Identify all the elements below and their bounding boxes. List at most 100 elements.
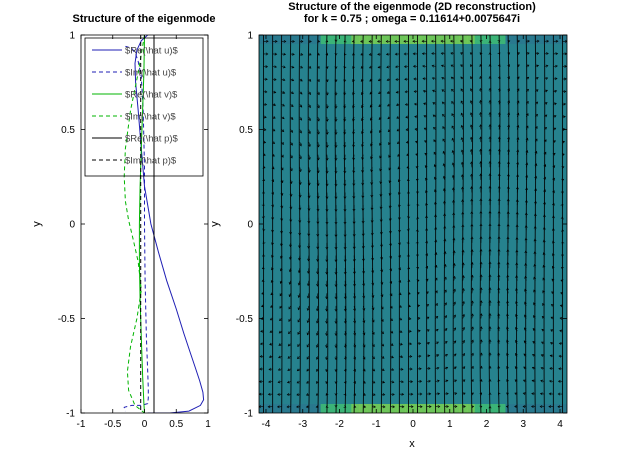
velocity-arrow: [316, 318, 319, 324]
edge-band-cell: [289, 35, 298, 44]
velocity-arrow-head: [380, 306, 384, 310]
velocity-arrow-head: [434, 226, 438, 230]
velocity-arrow-head: [297, 307, 301, 311]
velocity-arrow-head: [390, 355, 394, 359]
velocity-arrow-head: [298, 207, 302, 211]
velocity-arrow: [353, 343, 356, 348]
velocity-arrow-head: [315, 320, 319, 324]
velocity-arrow-head: [279, 293, 283, 297]
velocity-arrow-head: [267, 392, 271, 396]
velocity-arrow-head: [562, 140, 566, 144]
velocity-arrow-head: [352, 196, 356, 199]
velocity-arrow-head: [560, 191, 564, 195]
velocity-arrow-head: [352, 208, 356, 212]
velocity-arrow-head: [398, 267, 401, 271]
velocity-arrow-head: [353, 356, 356, 360]
velocity-arrow: [533, 277, 536, 281]
edge-band-cell: [289, 404, 298, 413]
velocity-arrow-head: [506, 274, 510, 278]
velocity-arrow-head: [444, 289, 447, 293]
velocity-arrow-head: [514, 405, 518, 409]
velocity-arrow-head: [401, 405, 405, 409]
velocity-arrow-head: [545, 64, 549, 68]
contour-line: [461, 35, 465, 413]
velocity-arrow-head: [561, 254, 565, 258]
velocity-arrow-head: [298, 232, 302, 236]
velocity-arrow: [386, 66, 391, 68]
velocity-arrow-head: [418, 342, 422, 346]
velocity-arrow-head: [353, 308, 356, 312]
edge-band-cell: [497, 404, 506, 413]
velocity-arrow-head: [317, 92, 320, 96]
velocity-arrow-head: [419, 379, 423, 383]
velocity-arrow-head: [453, 327, 456, 331]
velocity-arrow-head: [434, 189, 437, 193]
velocity-arrow-head: [398, 279, 402, 283]
velocity-arrow-head: [561, 241, 565, 245]
velocity-arrow-head: [334, 132, 338, 135]
velocity-arrow-head: [299, 91, 303, 95]
velocity-arrow-head: [414, 140, 418, 144]
velocity-arrow-head: [497, 236, 501, 239]
velocity-arrow: [299, 179, 301, 185]
velocity-arrow-head: [315, 332, 319, 336]
velocity-arrow-head: [406, 253, 410, 257]
velocity-arrow-head: [325, 79, 329, 83]
velocity-arrow: [498, 339, 500, 344]
velocity-arrow-head: [353, 368, 356, 372]
velocity-arrow-head: [425, 215, 429, 219]
velocity-arrow: [460, 100, 464, 105]
velocity-arrow-head: [307, 233, 311, 237]
velocity-arrow-head: [316, 271, 320, 275]
velocity-arrow-head: [479, 274, 483, 278]
velocity-arrow-head: [535, 113, 538, 117]
velocity-arrow-head: [421, 39, 425, 43]
velocity-arrow-head: [277, 392, 281, 396]
velocity-arrow-head: [273, 90, 277, 94]
velocity-arrow: [308, 129, 311, 134]
velocity-arrow-head: [544, 127, 547, 130]
velocity-arrow-head: [427, 341, 431, 345]
velocity-arrow-head: [380, 244, 383, 248]
velocity-arrow-head: [436, 367, 440, 370]
velocity-arrow-head: [460, 161, 464, 165]
velocity-arrow-head: [270, 279, 274, 283]
velocity-arrow-head: [417, 329, 421, 333]
velocity-arrow-head: [404, 102, 408, 106]
velocity-arrow-head: [334, 284, 338, 288]
velocity-arrow-head: [269, 342, 273, 346]
velocity-arrow-head: [352, 105, 355, 109]
velocity-arrow-head: [506, 313, 510, 317]
velocity-arrow-head: [479, 352, 483, 356]
velocity-arrow-head: [306, 356, 310, 360]
velocity-arrow: [507, 112, 510, 117]
velocity-arrow: [371, 192, 373, 198]
velocity-arrow-head: [279, 305, 283, 309]
velocity-arrow-head: [425, 253, 428, 257]
velocity-arrow-head: [325, 157, 329, 161]
velocity-arrow-head: [325, 345, 329, 349]
velocity-arrow: [316, 293, 319, 299]
velocity-arrow-head: [352, 65, 356, 69]
velocity-arrow: [535, 188, 537, 193]
velocity-arrow-head: [398, 292, 402, 296]
right-chart-subtitle: for k = 0.75 ; omega = 0.11614+0.0075647…: [304, 13, 520, 25]
velocity-arrow-head: [443, 225, 447, 229]
velocity-arrow-head: [479, 300, 483, 304]
velocity-arrow-head: [461, 262, 465, 266]
velocity-arrow-head: [524, 314, 527, 318]
velocity-arrow-head: [380, 269, 384, 273]
velocity-arrow-head: [361, 169, 365, 173]
velocity-arrow-head: [325, 320, 329, 324]
velocity-arrow-head: [488, 75, 492, 79]
velocity-arrow-head: [461, 288, 465, 291]
velocity-arrow-head: [497, 87, 501, 91]
velocity-arrow-head: [297, 295, 301, 298]
velocity-arrow: [306, 343, 310, 348]
velocity-arrow-head: [561, 166, 565, 169]
velocity-arrow-head: [413, 90, 417, 94]
velocity-arrow-head: [479, 223, 483, 227]
left-axis-ticks: -1 -0.5 0 0.5 1 -1 -0.5 0 0.5 1: [58, 31, 211, 431]
velocity-arrow-head: [488, 198, 492, 201]
velocity-arrow-head: [497, 248, 501, 252]
